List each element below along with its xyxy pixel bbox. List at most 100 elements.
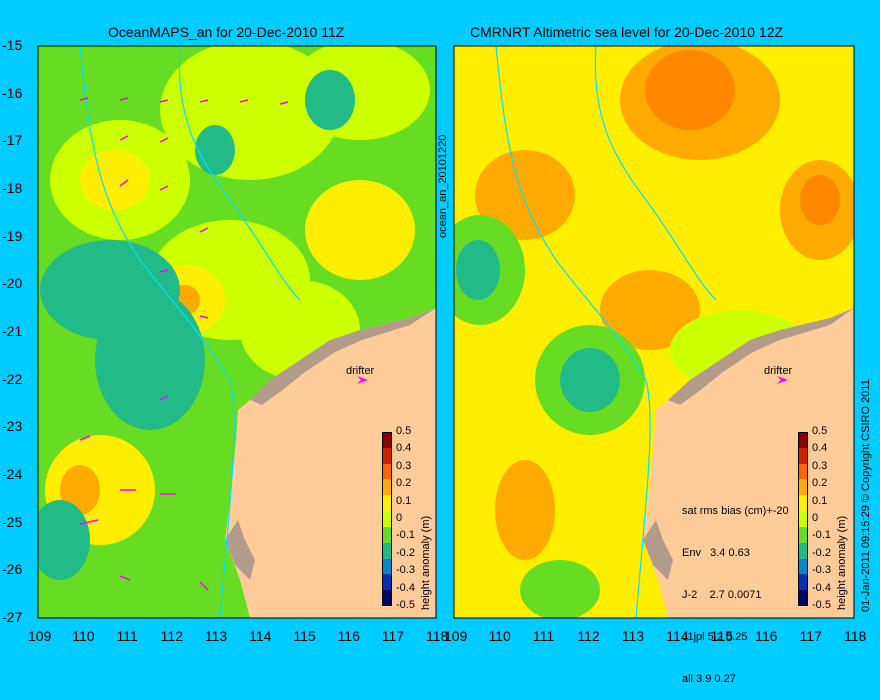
colorbar-swatch [382,463,392,480]
x-tick-label: 110 [488,628,511,644]
satellite-stats: sat rms bias (cm)+-20 Env 3.4 0.63 J-2 2… [682,476,789,700]
colorbar-tick-label: 0.3 [812,459,828,472]
colorbar-frame [798,432,808,606]
colorbar-tick-label: 0.1 [812,494,828,507]
x-tick-label: 114 [249,628,272,644]
stats-row: Env 3.4 0.63 [682,547,750,559]
colorbar-swatch [382,526,392,544]
x-tick-label: 114 [666,628,689,644]
colorbar-tick-label: -0.1 [396,529,415,542]
colorbar-swatch [798,574,808,591]
x-tick-label: 117 [799,628,822,644]
x-tick-label: 112 [160,628,183,644]
y-tick-label: -24 [2,466,23,482]
y-tick-label: -18 [2,180,23,196]
colorbar-tick-label: 0 [396,512,403,524]
colorbar-swatch [798,495,808,512]
colorbar-swatch [382,590,392,607]
bathymetry-contours [79,45,717,619]
right-plot-frame [453,45,855,619]
y-tick-label: -16 [2,84,23,101]
colorbar-tick-label: 0.1 [396,494,412,507]
stats-row: J1jpl 5.2 0.25 [682,631,748,643]
x-tick-label: 115 [293,628,316,644]
colorbar-swatch [798,526,808,544]
y-tick-label: -22 [2,370,23,387]
stats-row: all 3.9 0.27 [682,673,736,685]
colorbar-frame [382,432,392,606]
y-tick-label: -17 [2,132,23,149]
colorbar-swatch [798,511,808,528]
colorbar-swatch [382,479,392,496]
y-tick-label: -20 [2,275,23,292]
colorbar-tick-label: -0.4 [396,581,415,594]
colorbar-swatch [798,447,808,465]
x-tick-label: 117 [381,628,405,644]
colorbar-swatch [382,542,392,560]
x-tick-label: 110 [72,628,95,644]
colorbar-tick-label: 0.4 [812,442,828,455]
colorbar-tick-label: -0.2 [396,546,415,559]
colorbar-tick-label: -0.2 [812,546,831,559]
y-tick-label: -23 [2,418,23,435]
colorbar-tick-label: -0.3 [812,564,831,577]
y-tick-label: -27 [2,609,23,625]
colorbar-tick-label: 0.5 [396,425,412,437]
colorbar-swatch [382,574,392,591]
colorbar-swatch [798,558,808,575]
drifter-arrows [79,97,289,591]
y-tick-label: -19 [2,227,23,244]
colorbar-swatch [382,495,392,512]
colorbar-swatch [798,542,808,560]
colorbar-tick-label: 0.2 [812,477,828,490]
side-label-run: ocean_an_20101220 [437,134,449,238]
left-panel-title: OceanMAPS_an for 20-Dec-2010 11Z [108,24,345,40]
colorbar-swatch [382,432,392,449]
colorbar-label-left: height anomaly (m) [420,515,432,610]
x-tick-label: 109 [444,628,468,644]
map-canvas [37,45,855,619]
colorbar-tick-label: -0.5 [812,599,831,611]
colorbar-tick-label: -0.3 [396,564,415,577]
x-tick-label: 116 [337,628,360,644]
colorbar-swatch [798,432,808,449]
x-tick-label: 112 [577,628,600,644]
colorbar-swatch [382,447,392,465]
colorbar-swatch [798,590,808,607]
drifter-label-left: drifter [346,365,375,377]
colorbar-tick-label: 0.3 [396,459,412,472]
colorbar-swatch [382,511,392,528]
x-tick-label: 116 [755,628,778,644]
colorbar-label-right: height anomaly (m) [836,515,848,610]
drifter-marker-left [357,376,368,384]
colorbar-swatch [798,463,808,480]
colorbar-swatch [798,479,808,496]
colorbar-tick-label: -0.1 [812,529,831,542]
x-tick-label: 113 [204,628,228,644]
y-tick-label: -15 [2,37,23,53]
x-tick-label: 113 [621,628,645,644]
x-tick-label: 115 [710,628,733,644]
right-panel-title: CMRNRT Altimetric sea level for 20-Dec-2… [470,24,784,40]
colorbar-tick-label: 0.5 [812,425,828,437]
left-plot-frame [37,45,437,619]
y-tick-label: -25 [2,513,23,530]
colorbar-tick-label: 0 [812,512,819,524]
colorbar-tick-label: 0.4 [396,442,412,455]
colorbar-swatch [382,558,392,575]
x-tick-label: 111 [532,628,555,644]
x-tick-label: 118 [844,628,867,644]
colorbar-tick-label: -0.4 [812,581,831,594]
colorbar-tick-label: -0.5 [396,599,415,611]
stats-header: sat rms bias (cm)+-20 [682,505,789,517]
y-tick-label: -26 [2,561,23,578]
y-tick-label: -21 [2,323,23,339]
drifter-label-right: drifter [764,365,793,377]
drifter-marker-right [777,376,788,384]
x-tick-label: 109 [28,628,52,644]
colorbar-tick-label: 0.2 [396,477,412,490]
stats-row: J-2 2.7 0.0071 [682,589,762,601]
x-tick-label: 111 [116,628,138,644]
copyright-label: 01-Jan-2011 09:15:29 © Copyright CSIRO 2… [860,379,872,612]
x-tick-label: 118 [426,628,449,644]
